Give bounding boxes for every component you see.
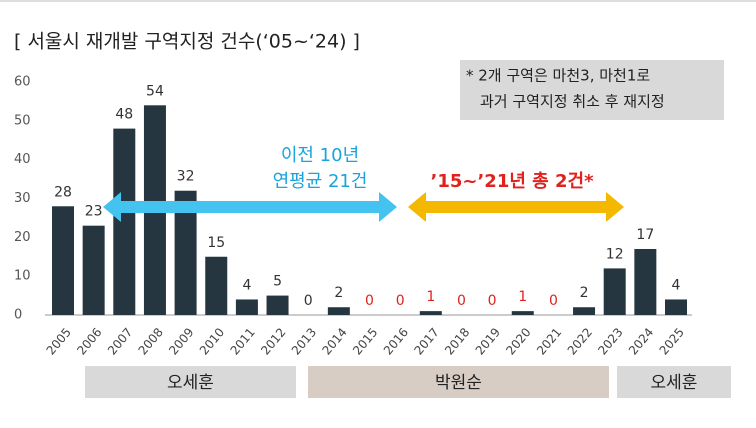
note-box — [460, 60, 724, 120]
value-label: 23 — [85, 204, 103, 220]
value-label: 4 — [672, 277, 681, 293]
x-tick-label: 2016 — [381, 325, 411, 357]
arrow-head — [408, 192, 426, 222]
x-tick-label: 2017 — [411, 325, 441, 357]
period-band — [617, 366, 731, 398]
x-tick-label: 2007 — [105, 325, 135, 357]
bar — [327, 307, 350, 315]
y-tick-label: 30 — [14, 191, 31, 206]
value-label: 2 — [334, 285, 343, 301]
period-label: 오세훈 — [167, 373, 214, 393]
period-band — [85, 366, 296, 398]
x-tick-label: 2010 — [197, 325, 227, 357]
arrow-head — [103, 192, 121, 222]
bar — [634, 248, 657, 315]
value-label: 1 — [518, 289, 527, 305]
x-tick-label: 2009 — [166, 325, 196, 357]
arrow-head — [606, 192, 624, 222]
value-label: 48 — [115, 107, 133, 123]
y-tick-label: 10 — [14, 269, 31, 284]
value-label: 1 — [426, 289, 435, 305]
value-label: 0 — [549, 293, 558, 309]
value-label: 2 — [580, 285, 589, 301]
x-tick-label: 2013 — [289, 325, 319, 357]
period-label: 오세훈 — [651, 373, 698, 393]
value-label: 12 — [606, 246, 624, 262]
bar — [52, 206, 74, 315]
y-tick-label: 0 — [14, 308, 22, 323]
x-tick-label: 2022 — [565, 325, 595, 357]
bar — [82, 225, 105, 315]
value-label: 17 — [636, 227, 654, 243]
value-label: 54 — [146, 83, 164, 99]
x-tick-label: 2012 — [258, 325, 288, 357]
y-tick-label: 60 — [14, 75, 31, 90]
y-tick-label: 40 — [14, 152, 31, 167]
value-label: 0 — [488, 293, 497, 309]
value-label: 5 — [273, 274, 282, 290]
chart-title: [ 서울시 재개발 구역지정 건수(‘05~‘24) ] — [14, 31, 360, 53]
x-tick-label: 2021 — [534, 325, 564, 357]
bar — [174, 190, 197, 315]
value-label: 32 — [177, 169, 195, 185]
value-label: 15 — [207, 235, 225, 251]
bar — [603, 268, 626, 315]
value-label: 0 — [457, 293, 466, 309]
x-tick-label: 2020 — [503, 325, 533, 357]
x-tick-label: 2011 — [228, 325, 258, 357]
x-tick-label: 2014 — [319, 325, 349, 357]
bar — [665, 299, 687, 315]
bar — [573, 307, 596, 315]
x-tick-label: 2015 — [350, 325, 380, 357]
period-band — [308, 366, 609, 398]
note-line: * 2개 구역은 마천3, 마천1로 — [466, 67, 650, 85]
value-label: 0 — [304, 293, 313, 309]
period-label: 박원순 — [435, 373, 482, 393]
x-tick-label: 2019 — [473, 325, 503, 357]
annotation: 이전 10년 — [281, 145, 359, 166]
note-line: 과거 구역지정 취소 후 재지정 — [480, 93, 665, 111]
x-tick-label: 2006 — [74, 325, 104, 357]
bar — [205, 256, 228, 315]
arrow-shaft — [119, 201, 381, 213]
bar — [511, 311, 534, 315]
y-tick-label: 50 — [14, 113, 31, 128]
annotation: 연평균 21건 — [273, 171, 368, 192]
x-tick-label: 2005 — [44, 325, 74, 357]
bar — [419, 311, 442, 315]
x-tick-label: 2025 — [657, 325, 687, 357]
bar — [113, 128, 136, 315]
arrow-shaft — [424, 201, 608, 213]
x-tick-label: 2023 — [595, 325, 625, 357]
value-label: 0 — [396, 293, 405, 309]
arrow-head — [379, 192, 397, 222]
value-label: 4 — [242, 277, 251, 293]
y-tick-label: 20 — [14, 230, 31, 245]
bar — [235, 299, 258, 315]
x-tick-label: 2008 — [136, 325, 166, 357]
x-tick-label: 2024 — [626, 325, 656, 357]
value-label: 28 — [54, 184, 72, 200]
x-tick-label: 2018 — [442, 325, 472, 357]
annotation: ’15~’21년 총 2건* — [430, 171, 594, 192]
bar — [266, 295, 289, 315]
value-label: 0 — [365, 293, 374, 309]
